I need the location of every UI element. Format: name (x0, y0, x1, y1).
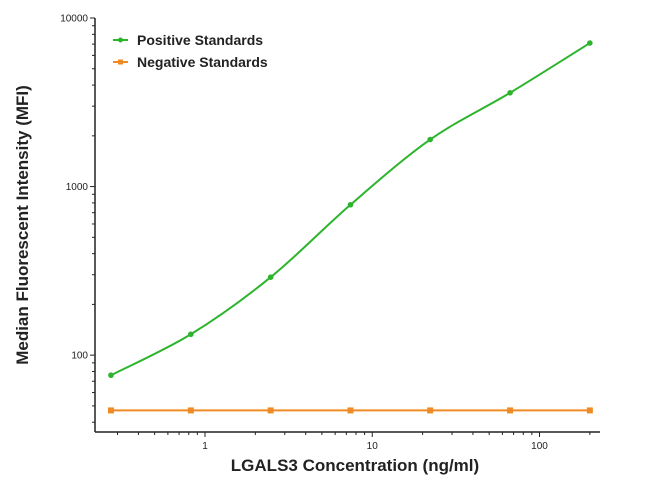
data-point-positive (188, 331, 194, 338)
legend: Positive Standards Negative Standards (113, 32, 268, 70)
data-point-negative (586, 407, 593, 414)
x-tick-label: 100 (531, 441, 548, 452)
series-layer (107, 40, 593, 414)
data-point-positive (267, 274, 274, 280)
data-point-positive (507, 89, 513, 96)
y-tick-label: 100 (71, 351, 88, 362)
data-point-negative (267, 407, 274, 414)
legend-marker-negative (118, 59, 123, 65)
data-point-negative (427, 407, 434, 414)
axes (94, 18, 600, 433)
legend-marker-positive (118, 37, 123, 43)
data-point-negative (187, 407, 194, 414)
data-point-positive (108, 372, 114, 379)
data-point-negative (347, 407, 354, 414)
x-axis-label: LGALS3 Concentration (ng/ml) (231, 456, 479, 475)
y-tick-label: 10000 (60, 14, 88, 25)
legend-item-negative: Negative Standards (113, 54, 268, 70)
data-point-negative (507, 407, 514, 414)
legend-item-positive: Positive Standards (113, 32, 263, 48)
x-tick-label: 10 (367, 441, 379, 452)
ticks: 100 1000 10000 1 10 100 (60, 14, 591, 452)
y-axis-label: Median Fluorescent Intensity (MFI) (13, 85, 32, 365)
data-point-positive (347, 201, 354, 208)
series-line-positive (110, 42, 591, 377)
x-tick-label: 1 (202, 441, 208, 452)
data-point-positive (587, 40, 593, 46)
data-point-positive (427, 136, 433, 143)
y-tick-label: 1000 (66, 182, 89, 193)
legend-label-negative: Negative Standards (137, 54, 268, 70)
legend-label-positive: Positive Standards (137, 32, 263, 48)
data-point-negative (107, 407, 114, 414)
